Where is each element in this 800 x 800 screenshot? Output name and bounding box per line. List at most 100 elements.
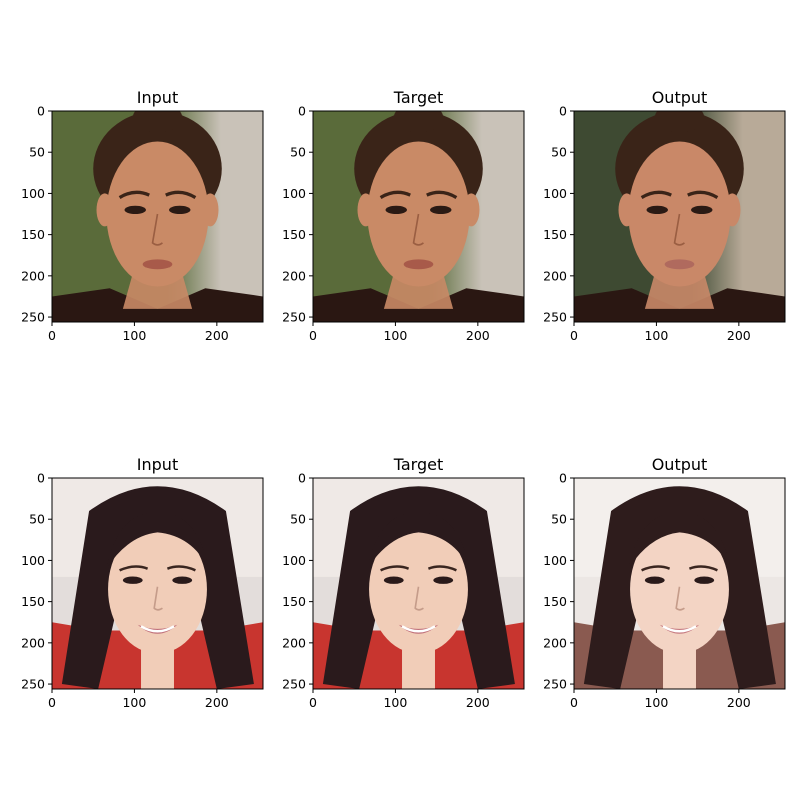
y-tick-label: 0: [37, 471, 45, 486]
x-tick-label: 100: [644, 328, 668, 343]
x-tick-label: 0: [309, 328, 317, 343]
nose: [414, 586, 424, 611]
nose: [412, 213, 424, 246]
left-eye: [124, 205, 146, 215]
right-eyebrow: [427, 565, 457, 572]
y-tick-label: 0: [559, 104, 567, 119]
y-tick-label: 100: [282, 186, 306, 201]
x-tick-label: 200: [205, 695, 229, 710]
panel-title: Target: [393, 455, 444, 474]
y-tick-label: 150: [21, 594, 45, 609]
panel-image: [574, 111, 785, 322]
x-tick-label: 200: [466, 695, 490, 710]
left-eye: [646, 205, 668, 215]
clothing: [313, 288, 524, 322]
left-eye: [644, 576, 665, 584]
panel-title: Output: [652, 88, 708, 107]
lips: [398, 624, 439, 634]
y-tick-label: 0: [298, 471, 306, 486]
y-tick-label: 50: [551, 512, 567, 527]
y-tick-label: 50: [290, 512, 306, 527]
right-eyebrow: [688, 565, 718, 572]
left-eyebrow: [118, 190, 150, 199]
y-tick-label: 0: [298, 104, 306, 119]
nose: [675, 586, 685, 611]
hair-bangs: [367, 512, 470, 569]
panel-image: [574, 478, 785, 689]
y-tick-label: 250: [21, 677, 45, 692]
y-tick-label: 200: [282, 635, 306, 650]
axes-frame: [51, 477, 264, 690]
y-tick-label: 50: [29, 512, 45, 527]
left-eye: [385, 205, 407, 215]
y-tick-label: 200: [282, 268, 306, 283]
axes-frame: [573, 110, 786, 323]
right-eyebrow: [165, 190, 197, 199]
y-tick-label: 150: [282, 594, 306, 609]
hair-bun: [393, 111, 444, 133]
left-ear: [357, 193, 374, 227]
image-panel: Target 0 100 200 0 50 100 150 200 250: [282, 88, 525, 343]
y-tick-label: 250: [543, 677, 567, 692]
x-tick-label: 0: [48, 695, 56, 710]
y-tick-label: 150: [543, 227, 567, 242]
nose: [151, 213, 163, 246]
x-tick-label: 100: [122, 695, 146, 710]
x-tick-label: 0: [570, 328, 578, 343]
hair-bangs: [628, 512, 731, 569]
right-eye: [169, 205, 191, 215]
y-tick-label: 100: [282, 553, 306, 568]
y-tick-label: 200: [21, 635, 45, 650]
axes-frame: [312, 477, 525, 690]
right-eyebrow: [426, 190, 458, 199]
left-ear: [96, 193, 113, 227]
x-tick-label: 100: [383, 695, 407, 710]
y-tick-label: 100: [21, 186, 45, 201]
right-eye: [430, 205, 452, 215]
left-ear: [618, 193, 635, 227]
right-ear: [202, 193, 219, 227]
axes-frame: [312, 110, 525, 323]
teeth: [662, 625, 697, 633]
y-tick-label: 0: [559, 471, 567, 486]
image-panel: Input 0 100 200 0 50 100 150 200 250: [21, 88, 264, 343]
hair-bangs: [106, 512, 209, 569]
y-tick-label: 200: [543, 635, 567, 650]
y-tick-label: 150: [282, 227, 306, 242]
left-eye: [122, 576, 143, 584]
y-tick-label: 200: [543, 268, 567, 283]
lips: [137, 624, 178, 634]
teeth: [401, 625, 436, 633]
left-eyebrow: [640, 190, 672, 199]
image-panel: Target 0 100 200 0 50 100 150 200 250: [282, 455, 525, 710]
y-tick-label: 200: [21, 268, 45, 283]
y-tick-label: 250: [282, 677, 306, 692]
left-eyebrow: [379, 190, 411, 199]
y-tick-label: 50: [551, 145, 567, 160]
panel-title: Target: [393, 88, 444, 107]
right-eyebrow: [687, 190, 719, 199]
y-tick-label: 250: [543, 310, 567, 325]
hair-bun: [654, 111, 705, 133]
panel-image: [52, 111, 263, 322]
right-eye: [172, 576, 193, 584]
y-tick-label: 150: [543, 594, 567, 609]
y-tick-label: 100: [21, 553, 45, 568]
x-tick-label: 200: [466, 328, 490, 343]
y-tick-label: 250: [282, 310, 306, 325]
x-tick-label: 200: [727, 328, 751, 343]
right-eye: [694, 576, 715, 584]
panel-title: Input: [137, 88, 178, 107]
teeth: [140, 625, 175, 633]
x-tick-label: 100: [122, 328, 146, 343]
panel-image: [313, 111, 524, 322]
axes-frame: [51, 110, 264, 323]
panel-image: [313, 478, 524, 689]
left-eyebrow: [380, 565, 410, 572]
y-tick-label: 100: [543, 553, 567, 568]
panel-title: Output: [652, 455, 708, 474]
clothing: [574, 288, 785, 322]
x-tick-label: 0: [309, 695, 317, 710]
left-eyebrow: [119, 565, 149, 572]
